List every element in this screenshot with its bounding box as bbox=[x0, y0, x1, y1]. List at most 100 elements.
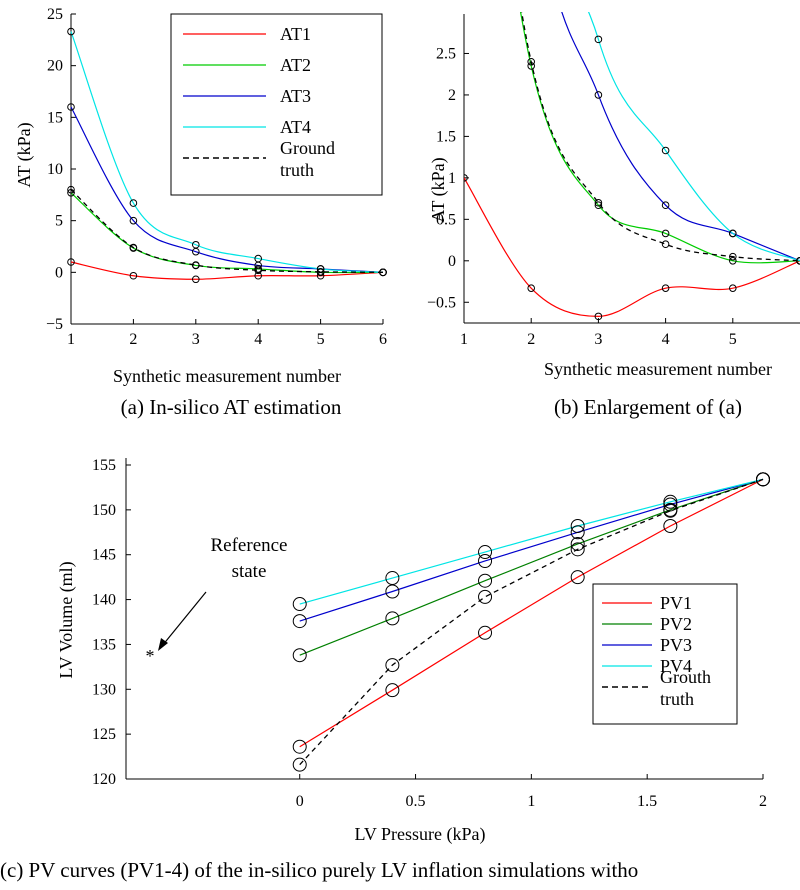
panel-b-data-point-at1 bbox=[661, 284, 670, 292]
panel-a-y-tick-label: 0 bbox=[55, 264, 63, 281]
panel-c-x-tick-label: 0.5 bbox=[406, 793, 426, 810]
panel-c-data-point-pv3 bbox=[478, 553, 493, 568]
panel-b-y-tick-label: 0 bbox=[448, 253, 456, 270]
panel-a-data-point-at4 bbox=[67, 27, 75, 36]
panel-a-data-point-ground-truth bbox=[254, 266, 263, 275]
reference-state-label-line-1: Reference bbox=[211, 535, 288, 556]
legend-label-ground-truth: truth bbox=[280, 160, 314, 180]
panel-a-x-tick-label: 6 bbox=[379, 331, 387, 348]
panel-c-ticks: 120 125 130 135 140 145 150 155 0 0.5 1 1.5 2 bbox=[92, 457, 767, 810]
legend-label-pv2: PV2 bbox=[660, 614, 692, 634]
panel-c-data-point-pv1 bbox=[292, 739, 307, 754]
reference-state-marker: * bbox=[146, 646, 155, 666]
panel-b-y-tick-label: 2 bbox=[448, 87, 456, 104]
panel-a-data-point-at4 bbox=[129, 199, 138, 207]
panel-a-data-point-ground-truth bbox=[192, 261, 200, 269]
panel-c-data-point-grouth-truth bbox=[663, 503, 678, 518]
panel-c-data-point-grouth-truth bbox=[292, 757, 307, 772]
panel-b-data-point-at1 bbox=[594, 312, 603, 321]
panel-c-data-point-pv3 bbox=[570, 525, 585, 540]
panel-c-data-point-pv4 bbox=[292, 597, 307, 612]
panel-c-data-point-pv4 bbox=[478, 545, 493, 560]
legend-label-grouth-truth: Grouth bbox=[660, 667, 711, 687]
panel-a-data-point-at1 bbox=[67, 258, 75, 266]
panel-a-x-tick-label: 5 bbox=[317, 331, 325, 348]
panel-b-series-line-at2 bbox=[519, 12, 800, 264]
panel-a-y-tick-label: −5 bbox=[46, 316, 63, 333]
panel-b-x-label: Synthetic measurement number bbox=[544, 359, 772, 379]
panel-b-x-tick-label: 3 bbox=[594, 331, 602, 348]
panel-c-legend-box bbox=[592, 583, 738, 725]
panel-a-data-point-ground-truth bbox=[129, 243, 138, 252]
reference-state-annotation: Reference state * bbox=[146, 535, 288, 666]
panel-b-series-line-at3 bbox=[561, 12, 800, 262]
panel-b-series-line-at4 bbox=[587, 12, 800, 262]
panel-c-curves bbox=[299, 478, 764, 766]
panel-a-markers bbox=[67, 27, 387, 284]
panel-c-data-point-grouth-truth bbox=[756, 472, 770, 487]
panel-b-y-tick-label: 2.5 bbox=[436, 45, 456, 62]
panel-c-y-tick-label: 145 bbox=[92, 547, 116, 564]
panel-c-data-point-pv4 bbox=[570, 519, 585, 534]
panel-b-data-point-at4 bbox=[661, 146, 670, 155]
panel-b-ticks: −0.5 0 0.5 1 1.5 2 2.5 1 2 3 4 5 bbox=[427, 45, 737, 348]
panel-c-y-label: LV Volume (ml) bbox=[56, 561, 77, 678]
panel-a-legend-box bbox=[170, 13, 383, 196]
panel-c-data-point-pv2 bbox=[292, 648, 307, 663]
legend-label-at2: AT2 bbox=[280, 55, 311, 75]
legend-label-ground-truth: Ground bbox=[280, 138, 335, 158]
panel-a-x-tick-label: 1 bbox=[67, 331, 75, 348]
panel-b-y-tick-label: −0.5 bbox=[427, 294, 456, 311]
panel-c-data-point-grouth-truth bbox=[385, 658, 400, 673]
panel-c-data-point-pv4 bbox=[385, 571, 400, 586]
panel-b-data-point-at2 bbox=[527, 62, 536, 70]
panel-c-markers bbox=[292, 472, 770, 772]
panel-a-data-point-at1 bbox=[129, 271, 138, 280]
panel-a-caption: (a) In-silico AT estimation bbox=[121, 395, 342, 419]
legend-label-at3: AT3 bbox=[280, 86, 311, 106]
panel-b-x-tick-label: 4 bbox=[662, 331, 670, 348]
legend-label-pv3: PV3 bbox=[660, 635, 692, 655]
panel-c-y-tick-label: 125 bbox=[92, 726, 116, 743]
panel-c-series-line-pv2 bbox=[299, 478, 764, 656]
panel-c-series-line-grouth-truth bbox=[299, 478, 764, 766]
panel-a-data-point-at2 bbox=[67, 188, 75, 197]
panel-b-data-point-ground-truth bbox=[527, 57, 536, 66]
panel-b-data-point-at2 bbox=[729, 257, 737, 265]
panel-c-series-line-pv4 bbox=[299, 478, 764, 605]
panel-c-data-point-pv2 bbox=[385, 611, 400, 626]
panel-a-y-tick-label: 25 bbox=[47, 6, 63, 23]
panel-c-data-point-grouth-truth bbox=[570, 542, 585, 557]
panel-c-data-point-pv1 bbox=[663, 519, 678, 534]
panel-b-y-tick-label: 0.5 bbox=[436, 211, 456, 228]
panel-c-y-tick-label: 140 bbox=[92, 592, 116, 609]
panel-b-data-point-ground-truth bbox=[796, 257, 800, 265]
panel-a-y-label: AT (kPa) bbox=[14, 122, 35, 187]
legend-label-pv4: PV4 bbox=[660, 656, 692, 676]
panel-a-data-point-ground-truth bbox=[67, 185, 75, 194]
panel-b-data-point-at1 bbox=[464, 174, 468, 182]
panel-a-y-tick-label: 5 bbox=[55, 213, 63, 230]
reference-state-arrowhead bbox=[158, 638, 168, 651]
panel-a-y-tick-label: 15 bbox=[47, 109, 63, 126]
panel-c-y-tick-label: 155 bbox=[92, 457, 116, 474]
panel-c-x-tick-label: 2 bbox=[759, 793, 767, 810]
panel-c-caption: (c) PV curves (PV1-4) of the in-silico p… bbox=[0, 858, 638, 882]
panel-a-data-point-at1 bbox=[192, 275, 200, 284]
panel-a-series-line-ground-truth bbox=[70, 189, 384, 273]
panel-c-x-tick-label: 1 bbox=[527, 793, 535, 810]
panel-b-data-point-ground-truth bbox=[729, 252, 737, 261]
panel-a-data-point-at4 bbox=[192, 240, 200, 249]
panel-b-data-point-ground-truth bbox=[661, 240, 670, 249]
panel-b-data-point-at2 bbox=[594, 201, 603, 210]
panel-b-curves bbox=[464, 12, 800, 317]
panel-a-data-point-ground-truth bbox=[379, 268, 387, 277]
panel-b-x-tick-label: 1 bbox=[460, 331, 468, 348]
panel-a-x-label: Synthetic measurement number bbox=[113, 366, 341, 386]
panel-c-x-label: LV Pressure (kPa) bbox=[355, 824, 486, 845]
panel-b-y-tick-label: 1 bbox=[448, 170, 456, 187]
panel-c-data-point-grouth-truth bbox=[478, 589, 493, 604]
